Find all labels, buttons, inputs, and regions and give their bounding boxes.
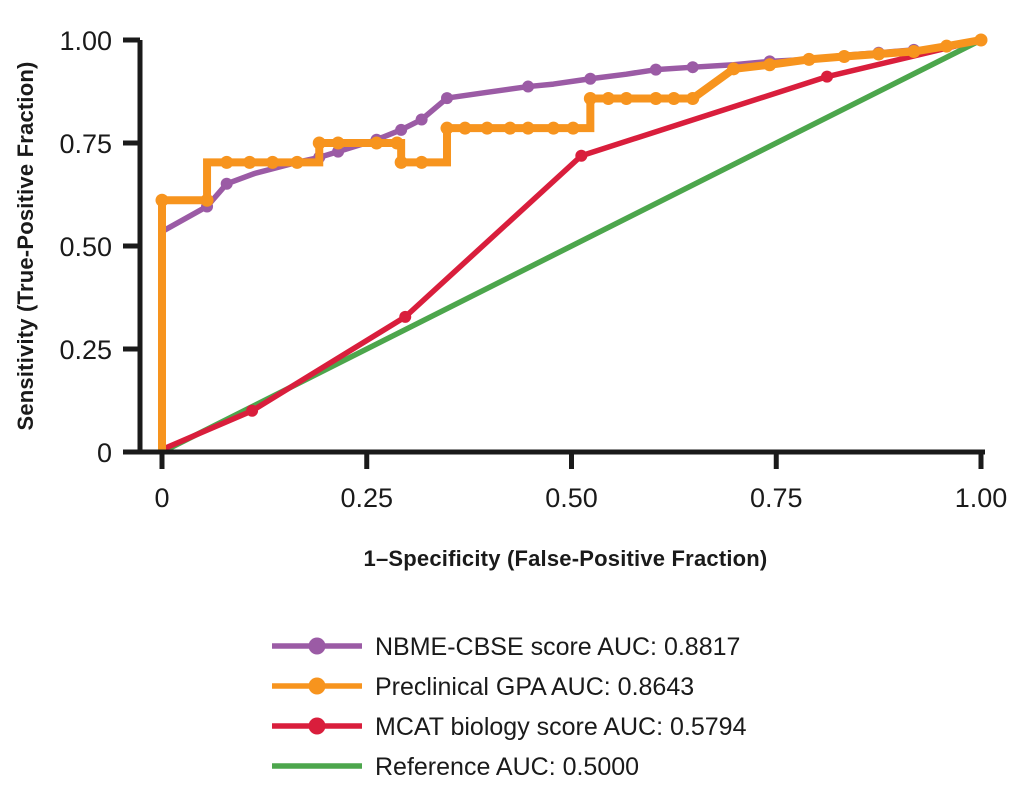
- legend-item[interactable]: Preclinical GPA AUC: 0.8643: [272, 673, 694, 701]
- data-point-marker: [763, 58, 777, 72]
- data-point-marker: [458, 121, 472, 135]
- legend-item-label: NBME-CBSE score AUC: 0.8817: [375, 633, 740, 661]
- data-point-marker: [415, 113, 428, 126]
- data-point-marker: [601, 92, 615, 105]
- y-axis-title: Sensitivity (True-Positive Fraction): [13, 61, 38, 430]
- y-tick-label: 0.25: [59, 335, 112, 365]
- series-path: [159, 37, 984, 453]
- y-tick-label: 0.75: [59, 129, 112, 159]
- data-point-marker: [480, 121, 494, 135]
- data-point-marker: [290, 155, 304, 169]
- legend-marker-icon: [308, 637, 326, 655]
- data-point-marker: [727, 62, 741, 76]
- legend-item[interactable]: NBME-CBSE score AUC: 0.8817: [272, 633, 740, 661]
- legend-item[interactable]: MCAT biology score AUC: 0.5794: [272, 713, 747, 741]
- x-axis-title: 1–Specificity (False-Positive Fraction): [364, 546, 768, 571]
- data-point-marker: [686, 92, 700, 105]
- data-point-marker: [583, 92, 597, 105]
- data-point-marker: [312, 136, 326, 150]
- axes: [123, 37, 985, 469]
- data-point-marker: [220, 155, 234, 169]
- data-point-marker: [619, 92, 633, 105]
- series-preclinical-gpa: [155, 33, 988, 452]
- data-point-marker: [974, 33, 988, 47]
- data-point-marker: [821, 70, 834, 83]
- data-point-marker: [940, 39, 954, 53]
- data-point-marker: [575, 149, 588, 162]
- data-point-marker: [243, 155, 257, 169]
- axis-labels: 0 0.25 0.50 0.75 1.00 0 0.25 0.50 0.75 1.00 1–Spec…: [13, 26, 1007, 571]
- data-point-marker: [266, 155, 280, 169]
- data-point-marker: [907, 45, 921, 59]
- data-point-marker: [155, 193, 169, 207]
- data-point-marker: [837, 49, 851, 63]
- data-point-marker: [220, 177, 233, 190]
- legend-item[interactable]: Reference AUC: 0.5000: [272, 753, 639, 781]
- data-point-marker: [440, 121, 454, 135]
- x-tick-label: 1.00: [955, 483, 1008, 513]
- y-tick-label: 0.50: [59, 232, 112, 262]
- data-point-marker: [441, 92, 454, 105]
- data-point-marker: [649, 92, 663, 105]
- data-point-marker: [566, 121, 580, 135]
- data-point-marker: [415, 155, 429, 169]
- data-point-marker: [522, 80, 535, 93]
- y-tick-label: 1.00: [59, 26, 112, 56]
- chart-legend: NBME-CBSE score AUC: 0.8817 Preclinical G…: [272, 633, 747, 781]
- data-point-marker: [246, 404, 259, 417]
- x-tick-label: 0.75: [750, 483, 803, 513]
- data-point-marker: [686, 61, 699, 74]
- data-point-marker: [395, 123, 408, 136]
- x-tick-label: 0.50: [545, 483, 598, 513]
- data-point-marker: [503, 121, 517, 135]
- data-point-marker: [667, 92, 681, 105]
- data-point-marker: [649, 63, 662, 76]
- legend-marker-icon: [308, 717, 326, 735]
- data-point-marker: [584, 72, 597, 85]
- data-point-marker: [394, 155, 408, 169]
- data-point-marker: [370, 136, 384, 150]
- data-point-marker: [546, 121, 560, 135]
- plot-area: [155, 33, 988, 455]
- data-point-marker: [521, 121, 535, 135]
- data-point-marker: [390, 136, 404, 150]
- data-point-marker: [200, 193, 214, 207]
- legend-item-label: Preclinical GPA AUC: 0.8643: [375, 673, 694, 701]
- legend-item-label: Reference AUC: 0.5000: [375, 753, 639, 781]
- legend-marker-icon: [308, 677, 326, 695]
- x-tick-label: 0.25: [340, 483, 393, 513]
- legend-item-label: MCAT biology score AUC: 0.5794: [375, 713, 747, 741]
- data-point-marker: [872, 47, 886, 61]
- data-point-marker: [399, 310, 412, 323]
- data-point-marker: [331, 136, 345, 150]
- y-tick-label: 0: [97, 438, 112, 468]
- x-tick-label: 0: [154, 483, 169, 513]
- data-point-marker: [802, 52, 816, 66]
